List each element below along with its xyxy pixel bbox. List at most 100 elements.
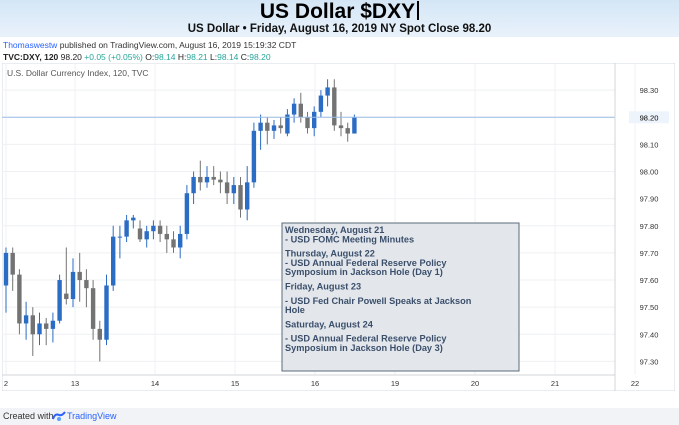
x-tick-label: 13 xyxy=(71,379,79,388)
candle-body xyxy=(271,125,277,131)
header-bar xyxy=(0,0,679,37)
last-price-label: 98.20 xyxy=(640,113,659,122)
created-with-text: Created with xyxy=(3,411,54,421)
y-tick-label: 98.30 xyxy=(640,86,659,95)
x-tick-label: 14 xyxy=(151,379,159,388)
x-tick-label: 21 xyxy=(551,379,559,388)
ticker-open-label: O: xyxy=(142,52,155,62)
x-tick-label: 22 xyxy=(631,379,639,388)
candle-body xyxy=(224,182,230,194)
candle-body xyxy=(37,323,42,335)
candle-body xyxy=(10,252,15,275)
author-link[interactable]: Thomaswestw xyxy=(3,40,58,50)
footer-bar: Created with TradingView xyxy=(0,408,679,425)
candle-body xyxy=(245,182,250,210)
candle-body xyxy=(171,239,176,248)
tradingview-brand[interactable]: TradingView xyxy=(67,411,117,421)
candle-body xyxy=(90,288,96,329)
candle-body xyxy=(70,271,76,300)
candle-body xyxy=(332,87,337,126)
ticker-low-label: L: xyxy=(207,52,218,62)
y-tick-label: 98.10 xyxy=(640,140,659,149)
candle-body xyxy=(157,225,163,234)
candle-body xyxy=(50,320,56,329)
ticker-low: 98.14 xyxy=(217,52,239,62)
axes: 97.30 97.40 97.50 97.60 97.70 97.80 97.90 98.00… xyxy=(2,63,658,391)
y-tick-label: 97.90 xyxy=(640,195,659,204)
candle-body xyxy=(352,117,357,134)
candle-body xyxy=(184,193,190,234)
events-box: Wednesday, August 21- USD FOMC Meeting M… xyxy=(281,222,520,372)
event-item: Symposium in Jackson Hole (Day 3) xyxy=(285,343,443,353)
x-tick-label: 2 xyxy=(4,379,8,388)
candle-body xyxy=(131,217,136,221)
ticker-high-label: H: xyxy=(175,52,187,62)
x-tick-label: 15 xyxy=(231,379,239,388)
candle-body xyxy=(312,111,317,129)
candle-body xyxy=(191,176,196,194)
candle-body xyxy=(84,280,89,289)
event-day: Thursday, August 22 xyxy=(285,249,375,259)
event-day: Wednesday, August 21 xyxy=(285,225,384,235)
candle-body xyxy=(238,185,243,210)
candle-body xyxy=(265,122,270,131)
candle-body xyxy=(325,87,330,96)
candle-body xyxy=(278,125,283,129)
text-cursor xyxy=(417,1,420,20)
candle-body xyxy=(318,95,324,112)
chart-panel[interactable]: 98.20 97.30 97.40 97.50 97.60 97.70 97.80 97.9… xyxy=(1,62,676,392)
candle-body xyxy=(218,179,223,183)
ticker-high: 98.21 xyxy=(186,52,208,62)
candle-body xyxy=(305,117,310,129)
y-tick-label: 98.20 xyxy=(640,113,659,122)
ticker-close: 98.20 xyxy=(249,52,271,62)
chart-title: US Dollar $DXY xyxy=(0,1,679,23)
candle-body xyxy=(144,231,149,240)
y-tick-label: 97.70 xyxy=(640,249,659,258)
event-item: Symposium in Jackson Hole (Day 1) xyxy=(285,267,443,277)
title-text: US Dollar $DXY xyxy=(259,0,416,23)
y-tick-label: 97.50 xyxy=(640,303,659,312)
ticker-close-label: C: xyxy=(238,52,250,62)
candle-body xyxy=(151,225,156,232)
candle-body xyxy=(178,233,183,248)
candle-body xyxy=(44,323,49,329)
event-item: - USD Annual Federal Reserve Policy xyxy=(285,334,447,344)
candlestick-chart[interactable]: 98.20 97.30 97.40 97.50 97.60 97.70 97.80 97.9… xyxy=(1,62,676,392)
x-tick-label: 19 xyxy=(391,379,399,388)
y-tick-label: 97.40 xyxy=(640,330,659,339)
event-item: - USD Annual Federal Reserve Policy xyxy=(285,258,447,268)
x-tick-label: 16 xyxy=(311,379,319,388)
candle-body xyxy=(137,228,143,240)
ticker-last: 98.20 xyxy=(58,52,85,62)
candle-body xyxy=(104,285,109,340)
candle-body xyxy=(17,274,22,324)
candle-body xyxy=(124,220,129,237)
event-item: - USD Fed Chair Powell Speaks at Jackson xyxy=(285,296,472,306)
candle-body xyxy=(291,103,297,115)
candle-body xyxy=(164,233,169,240)
ticker-info: TVC:DXY, 120 98.20 +0.05 (+0.05%) O:98.1… xyxy=(3,52,271,62)
tradingview-logo-icon xyxy=(52,411,66,421)
chart-subtitle: US Dollar • Friday, August 16, 2019 NY S… xyxy=(187,23,492,35)
last-price-tag xyxy=(629,111,669,124)
candle-body xyxy=(338,125,344,129)
candle-body xyxy=(57,280,62,321)
y-tick-label: 98.00 xyxy=(640,168,659,177)
event-item: Hole xyxy=(285,305,305,315)
candle-body xyxy=(204,176,210,183)
candle-body xyxy=(285,114,290,134)
publish-info: Thomaswestw published on TradingView.com… xyxy=(3,40,296,50)
candle-body xyxy=(111,236,116,286)
x-tick-label: 20 xyxy=(471,379,479,388)
candle-body xyxy=(258,122,263,131)
candle-body xyxy=(345,128,350,134)
y-tick-label: 97.60 xyxy=(640,276,659,285)
ticker-open: 98.14 xyxy=(154,52,176,62)
candle-body xyxy=(77,271,82,281)
candle-body xyxy=(298,103,303,118)
candles xyxy=(3,79,357,362)
y-tick-label: 97.80 xyxy=(640,222,659,231)
event-day: Saturday, August 24 xyxy=(285,319,374,329)
candle-body xyxy=(64,293,69,300)
